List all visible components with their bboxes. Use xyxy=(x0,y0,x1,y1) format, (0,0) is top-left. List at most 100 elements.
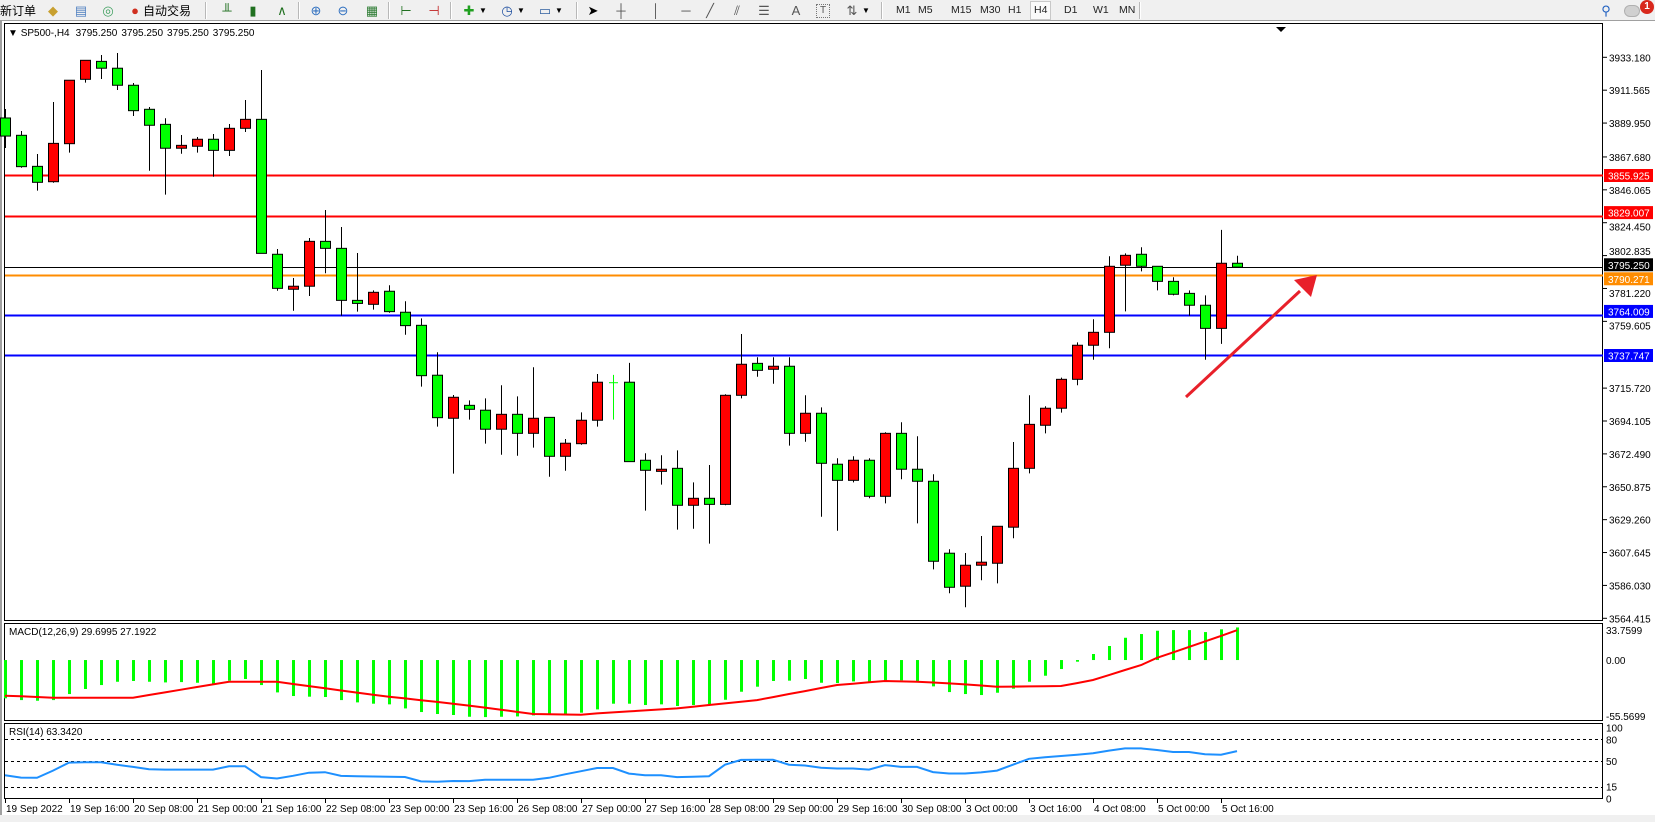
line-chart-button[interactable]: ∧ xyxy=(274,2,290,19)
bar-chart-button[interactable]: ╨ xyxy=(219,2,235,19)
candle xyxy=(272,248,283,291)
candle-body-down xyxy=(1168,280,1179,295)
candlestick-button[interactable]: ▮ xyxy=(245,2,261,19)
candle xyxy=(688,482,699,529)
horizontal-line-button[interactable]: ─ xyxy=(678,2,694,19)
vertical-line-button[interactable]: │ xyxy=(648,2,664,19)
chart-shift-marker-icon[interactable] xyxy=(1276,27,1286,32)
macd-label: MACD(12,26,9) 29.6995 27.1922 xyxy=(9,627,157,638)
candle-body-up xyxy=(64,79,75,145)
candle-body-up xyxy=(560,442,571,457)
search-icon: ⚲ xyxy=(1601,2,1611,18)
timeframe-w1[interactable]: W1 xyxy=(1093,4,1109,16)
candle-body-down xyxy=(640,459,651,471)
zoom-in-button[interactable]: ⊕ xyxy=(308,2,324,19)
candle-body-up xyxy=(1040,407,1051,426)
date-tick-label: 19 Sep 2022 xyxy=(6,804,63,815)
candle xyxy=(480,398,491,444)
macd-histogram-bar xyxy=(868,660,871,682)
candle-body-up xyxy=(976,561,987,566)
main-pane-frame xyxy=(4,23,1603,621)
macd-histogram-bar xyxy=(356,660,359,703)
timeframe-mn[interactable]: MN xyxy=(1119,4,1136,16)
candle-body-down xyxy=(864,459,875,497)
timeframe-m5[interactable]: M5 xyxy=(918,4,933,16)
macd-histogram-bar xyxy=(164,660,167,683)
candle-body-up xyxy=(848,459,859,481)
fibonacci-fan-button[interactable]: ☰ xyxy=(756,2,772,19)
candle-body-down xyxy=(1232,262,1243,268)
timeframe-m1[interactable]: M1 xyxy=(896,4,911,16)
price-tick-label: 3650.875 xyxy=(1609,483,1651,494)
candle xyxy=(1200,295,1211,360)
auto-trading-button[interactable]: ● 自动交易 xyxy=(127,2,191,19)
candle-body-up xyxy=(992,525,1003,564)
candle-body-down xyxy=(928,480,939,562)
macd-histogram-bar xyxy=(1108,645,1111,661)
timeframe-m15[interactable]: M15 xyxy=(951,4,972,16)
date-tick-label: 21 Sep 00:00 xyxy=(198,804,258,815)
indicators-button[interactable]: ✚ ▼ xyxy=(461,2,487,19)
bar-chart-icon: ╨ xyxy=(222,2,232,18)
crosshair-button[interactable]: ┼ xyxy=(613,2,629,19)
gold-bars-button[interactable]: ◆ xyxy=(45,2,61,19)
market-watch-button[interactable]: ▤ xyxy=(73,2,89,19)
date-tick-label: 27 Sep 16:00 xyxy=(646,804,706,815)
text-label-icon: T xyxy=(816,3,830,18)
timeframe-m30[interactable]: M30 xyxy=(980,4,1001,16)
rsi-axis-label: 15 xyxy=(1606,782,1618,793)
text-button[interactable]: A xyxy=(788,2,804,19)
cursor-button[interactable]: ➤ xyxy=(585,2,601,19)
timeframe-h4[interactable]: H4 xyxy=(1030,1,1052,20)
macd-histogram-bar xyxy=(916,660,919,681)
signals-button[interactable]: ◎ xyxy=(100,2,116,19)
fibonacci-button[interactable]: ⫽ xyxy=(729,2,745,19)
candle xyxy=(960,553,971,608)
macd-axis-label: -55.5699 xyxy=(1606,712,1646,723)
candle xyxy=(416,318,427,387)
candle xyxy=(160,118,171,195)
macd-histogram-bar xyxy=(292,660,295,697)
candle-body-down xyxy=(816,412,827,464)
autoscroll-button[interactable]: ⊣ xyxy=(426,2,442,19)
tile-windows-button[interactable]: ▦ xyxy=(364,2,380,19)
new-order-button[interactable]: 新订单 xyxy=(0,2,36,19)
candle xyxy=(560,438,571,471)
trendline-button[interactable]: ╱ xyxy=(702,2,718,19)
chart-shift-button[interactable]: ⊢ xyxy=(398,2,414,19)
macd-histogram-bar xyxy=(420,660,423,713)
price-tick-label: 3911.565 xyxy=(1609,86,1650,97)
candle-body-down xyxy=(896,432,907,470)
periods-icon: ◷ xyxy=(501,2,513,18)
annotation-arrow[interactable] xyxy=(1184,275,1317,399)
fibonacci-fan-icon: ☰ xyxy=(758,2,770,18)
candle-body-down xyxy=(32,165,43,183)
timeframe-d1[interactable]: D1 xyxy=(1064,4,1078,16)
candle xyxy=(624,362,635,463)
templates-button[interactable]: ▭ ▼ xyxy=(537,2,563,19)
toolbar: 新订单 ◆ ▤ ◎ ● 自动交易 ╨ ▮ ∧ ⊕ ⊖ ▦ ⊢ ⊣ ✚ ▼ ◷ ▼ ▭ ▼… xyxy=(0,0,1655,21)
tile-windows-icon: ▦ xyxy=(365,2,379,18)
macd-histogram-bar xyxy=(20,660,23,701)
candle xyxy=(1168,277,1179,296)
candle xyxy=(784,357,795,446)
chat-bubble-icon[interactable] xyxy=(1624,5,1640,17)
candle xyxy=(528,367,539,448)
text-label-button[interactable]: T xyxy=(816,2,830,19)
periods-button[interactable]: ◷ ▼ xyxy=(499,2,525,19)
notification-badge[interactable]: 1 xyxy=(1640,0,1654,14)
search-button[interactable]: ⚲ xyxy=(1598,2,1614,19)
macd-histogram-bar xyxy=(708,660,711,705)
macd-histogram-bar xyxy=(1044,660,1047,676)
candle xyxy=(176,135,187,154)
candle-body-down xyxy=(336,247,347,301)
arrows-button[interactable]: ⇅ ▼ xyxy=(844,2,870,19)
timeframe-h1[interactable]: H1 xyxy=(1008,4,1022,16)
candle xyxy=(1184,290,1195,316)
candle xyxy=(592,374,603,427)
candle xyxy=(432,352,443,427)
zoom-out-button[interactable]: ⊖ xyxy=(335,2,351,19)
macd-histogram-bar xyxy=(612,660,615,704)
candle-body-down xyxy=(128,84,139,112)
